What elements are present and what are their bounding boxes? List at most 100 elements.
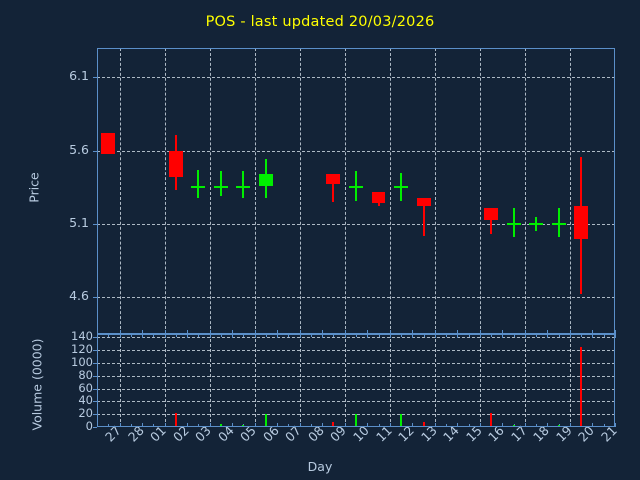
candle-body [326,174,341,185]
x-tick-mark-top [435,334,436,338]
x-tick-mark [345,423,346,427]
x-minor-tick-top [469,334,470,337]
x-tick-mark [300,423,301,427]
day-gridline [480,48,481,334]
day-gridline [165,48,166,334]
price-x-tick-mark [615,330,616,334]
price-x-tick-mark [322,330,323,334]
day-tick-label: 20 [575,422,597,445]
x-minor-tick [288,424,289,427]
volume-tick-label: 100 [71,355,93,369]
x-tick-mark-top [255,334,256,338]
volume-bar [535,425,538,427]
price-x-tick-mark [120,330,121,334]
x-tick-mark-top [390,334,391,338]
x-tick-mark [615,423,616,427]
volume-day-gridline [525,334,526,427]
x-minor-tick-top [604,334,605,337]
day-gridline [390,48,391,334]
x-tick-mark [165,423,166,427]
x-minor-tick [379,424,380,427]
volume-bar [490,412,493,427]
volume-tick-mark [93,414,97,415]
x-tick-mark [570,423,571,427]
candle-wick [197,169,200,198]
x-tick-mark-top [97,334,98,338]
x-tick-mark-top [345,334,346,338]
day-gridline [255,48,256,334]
candle-body [371,191,386,204]
volume-tick-mark [93,337,97,338]
x-minor-tick [131,424,132,427]
volume-bar [264,414,267,427]
x-minor-tick [311,424,312,427]
volume-bar [242,425,245,427]
x-tick-mark-top [367,334,368,338]
price-gridline [97,224,615,225]
day-tick-label: 11 [373,422,395,445]
x-tick-mark [390,423,391,427]
x-minor-tick-top [243,334,244,337]
volume-day-gridline [390,334,391,427]
candle-body [191,185,206,188]
x-tick-mark [142,423,143,427]
candle-body [416,197,431,207]
candle-wick [557,207,560,238]
x-tick-mark [502,423,503,427]
x-tick-mark-top [142,334,143,338]
x-tick-mark-top [120,334,121,338]
price-gridline [97,297,615,298]
x-tick-mark [322,423,323,427]
x-minor-tick-top [266,334,267,337]
volume-day-gridline [480,334,481,427]
price-gridline [97,77,615,78]
x-minor-tick [198,424,199,427]
price-x-tick-mark [457,330,458,334]
day-tick-label: 10 [350,422,372,445]
candle-wick [332,174,335,202]
candle-body [258,174,273,186]
day-tick-label: 18 [530,422,552,445]
x-minor-tick-top [559,334,560,337]
day-gridline [210,48,211,334]
x-minor-tick-top [536,334,537,337]
x-tick-mark-top [480,334,481,338]
day-tick-label: 08 [305,422,327,445]
x-tick-mark [232,423,233,427]
price-tick-label: 4.6 [69,288,89,303]
price-x-tick-mark [525,330,526,334]
day-tick-label: 21 [598,422,620,445]
x-minor-tick [108,424,109,427]
x-minor-tick-top [333,334,334,337]
x-minor-tick-top [379,334,380,337]
price-gridline [97,151,615,152]
volume-tick-label: 140 [71,329,93,343]
candle-body [529,222,544,225]
x-tick-mark-top [210,334,211,338]
price-x-tick-mark [480,330,481,334]
volume-day-gridline [300,334,301,427]
volume-bar [332,421,335,427]
x-tick-mark-top [412,334,413,338]
candle-wick [490,207,493,235]
price-x-tick-mark [142,330,143,334]
price-x-tick-mark [592,330,593,334]
volume-bar [219,423,222,427]
volume-gridline [97,350,615,351]
price-tick-mark [93,224,97,225]
candle-body [213,185,228,188]
day-tick-label: 04 [215,422,237,445]
price-x-tick-mark [165,330,166,334]
x-tick-mark-top [232,334,233,338]
volume-tick-mark [93,401,97,402]
candle-body [574,206,589,239]
price-x-tick-mark [412,330,413,334]
volume-bar [422,421,425,427]
x-tick-mark [412,423,413,427]
day-gridline [570,48,571,334]
day-gridline [345,48,346,334]
day-tick-label: 15 [463,422,485,445]
price-tick-label: 5.6 [69,142,89,157]
volume-bar [355,414,357,427]
